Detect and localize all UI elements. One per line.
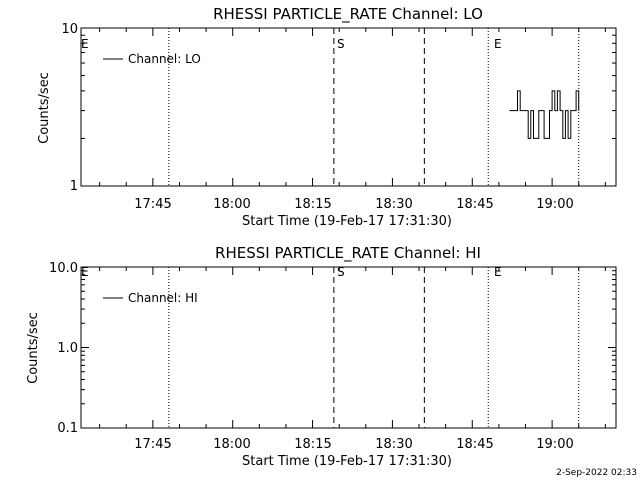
panel-lo-xtick-label: 17:45	[134, 197, 171, 212]
panel-hi-xtick-label: 18:30	[375, 437, 412, 452]
timestamp: 2-Sep-2022 02:33	[556, 468, 637, 478]
panel-lo: RHESSI PARTICLE_RATE Channel: LO 10 1 17…	[37, 5, 617, 229]
panel-hi-ytick-label-mid: 1.0	[57, 341, 78, 356]
panel-lo-xtick-label: 18:00	[213, 197, 250, 212]
panel-lo-legend: Channel: LO	[103, 52, 201, 66]
panel-hi: RHESSI PARTICLE_RATE Channel: HI 10.0 1.…	[26, 244, 617, 469]
panel-lo-xtick-label: 18:45	[456, 197, 493, 212]
panel-hi-xtick-labels: 17:45 18:00 18:15 18:30 18:45 19:00	[134, 437, 573, 452]
panel-hi-ylabel: Counts/sec	[26, 312, 41, 384]
panel-lo-xtick-label: 18:15	[294, 197, 331, 212]
panel-hi-xlabel: Start Time (19-Feb-17 17:31:30)	[242, 454, 452, 469]
panel-hi-xtick-label: 19:00	[536, 437, 573, 452]
panel-hi-ytick-label-top: 10.0	[49, 261, 78, 276]
panel-lo-yticks	[81, 27, 616, 187]
panel-hi-yticks	[81, 266, 616, 429]
panel-lo-xlabel: Start Time (19-Feb-17 17:31:30)	[242, 214, 452, 229]
panel-hi-xticks	[99, 267, 606, 428]
panel-lo-ylabel: Counts/sec	[37, 72, 52, 144]
panel-lo-series	[509, 90, 580, 139]
panel-hi-legend: Channel: HI	[103, 291, 198, 305]
series-line	[509, 90, 580, 139]
panel-hi-markers	[168, 267, 580, 428]
panel-hi-legend-label: Channel: HI	[128, 291, 198, 305]
panel-hi-marker-label-e2: E	[494, 265, 502, 279]
panel-lo-xtick-labels: 17:45 18:00 18:15 18:30 18:45 19:00	[134, 197, 573, 212]
panel-lo-ytick-label-bottom: 1	[70, 179, 78, 194]
panel-lo-marker-label-s: S	[337, 37, 345, 51]
panel-lo-marker-label-e: E	[81, 37, 89, 51]
panel-lo-marker-label-e2: E	[494, 37, 502, 51]
panel-hi-marker-labels: E S E	[81, 265, 502, 279]
panel-hi-marker-label-e: E	[81, 265, 89, 279]
panel-hi-xtick-label: 18:00	[213, 437, 250, 452]
panel-hi-title: RHESSI PARTICLE_RATE Channel: HI	[215, 244, 481, 263]
panel-hi-xtick-label: 18:45	[456, 437, 493, 452]
panel-lo-xtick-label: 18:30	[375, 197, 412, 212]
panel-lo-marker-labels: E S E	[81, 37, 502, 51]
panel-lo-xtick-label: 19:00	[536, 197, 573, 212]
panel-hi-ytick-label-bottom: 0.1	[57, 421, 78, 436]
panel-lo-xticks	[99, 28, 606, 186]
panel-lo-ytick-label-top: 10	[61, 22, 78, 37]
panel-lo-legend-label: Channel: LO	[128, 52, 201, 66]
panel-hi-xtick-label: 17:45	[134, 437, 171, 452]
panel-lo-title: RHESSI PARTICLE_RATE Channel: LO	[213, 5, 483, 24]
panel-lo-plot-frame	[80, 27, 617, 187]
panel-hi-marker-label-s: S	[337, 265, 345, 279]
panel-hi-xtick-label: 18:15	[294, 437, 331, 452]
